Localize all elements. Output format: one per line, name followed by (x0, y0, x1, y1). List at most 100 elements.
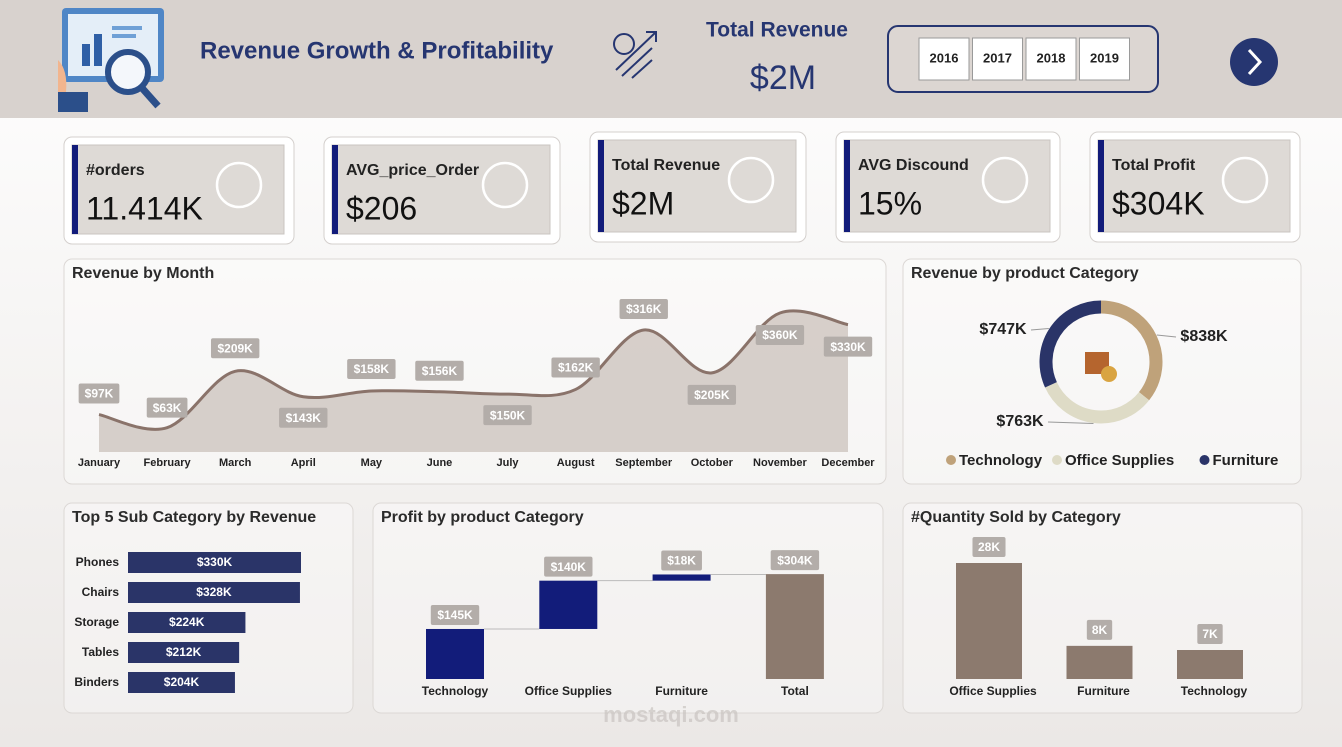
bar (652, 574, 711, 581)
data-label: $360K (762, 328, 798, 342)
data-label-box (687, 384, 737, 405)
data-label: $747K (979, 321, 1027, 338)
data-label: $140K (551, 560, 587, 574)
category-icon-badge (1101, 366, 1117, 382)
kpi-value: 15% (858, 185, 922, 221)
data-label: $763K (996, 413, 1044, 430)
bar (128, 642, 240, 663)
kpi-accent (332, 145, 338, 234)
bar (128, 552, 301, 573)
year-button-box[interactable] (972, 37, 1023, 81)
x-tick-label: November (753, 457, 808, 469)
legend-swatch (1052, 455, 1062, 465)
data-label: 8K (1092, 623, 1108, 637)
data-label-box (544, 556, 593, 577)
data-label-box (347, 358, 396, 379)
year-button-box[interactable] (1025, 37, 1077, 81)
watermark: mostaqi.com (603, 702, 739, 727)
kpi-value: $2M (612, 185, 674, 221)
x-tick-label: January (78, 457, 121, 469)
next-button[interactable] (1230, 38, 1278, 86)
data-label-box (1086, 619, 1113, 640)
legend-swatch (946, 455, 956, 465)
data-label-box (483, 405, 532, 426)
line (98, 309, 849, 431)
year-button[interactable]: 2019 (1079, 37, 1130, 81)
kpi-accent (844, 140, 850, 232)
x-tick-label: Technology (1181, 684, 1248, 698)
bar (1177, 650, 1243, 679)
kpi-inner (1097, 139, 1291, 233)
x-tick-label: June (427, 457, 453, 469)
data-label: $330K (830, 340, 866, 354)
x-tick-label: Office Supplies (949, 684, 1037, 698)
data-label: $328K (196, 585, 232, 599)
y-tick-label: Binders (74, 675, 119, 689)
data-label-box (770, 550, 820, 571)
x-tick-label: Furniture (1077, 684, 1130, 698)
data-label: $212K (166, 645, 202, 659)
year-button-label[interactable]: 2019 (1090, 50, 1119, 65)
data-label-box (415, 360, 464, 381)
kpi-accent (72, 145, 78, 234)
data-label: $316K (626, 302, 662, 316)
kpi-accent (598, 140, 604, 232)
year-button-label[interactable]: 2017 (983, 50, 1012, 65)
data-label-box (755, 325, 805, 345)
growth-icon (613, 31, 657, 79)
kpi-label: AVG_price_Order (346, 162, 479, 179)
data-label: $150K (490, 408, 526, 422)
data-label-box (78, 383, 120, 404)
kpi-icon (481, 161, 529, 209)
category-icon (1085, 352, 1109, 374)
bar (539, 580, 598, 629)
data-label: 28K (978, 540, 1000, 554)
legend-swatch (1199, 455, 1210, 465)
data-label: $18K (667, 554, 696, 568)
data-label: $63K (153, 401, 182, 415)
year-button[interactable]: 2018 (1025, 37, 1077, 81)
data-label: $156K (422, 364, 458, 378)
data-label-box (661, 550, 702, 571)
bar (128, 612, 246, 633)
kpi-icon (215, 161, 263, 209)
x-tick-label: May (361, 457, 383, 469)
chart-title: #Quantity Sold by Category (911, 509, 1121, 526)
y-tick-label: Storage (74, 615, 119, 629)
donut-segment (1045, 381, 1150, 424)
data-label-box (1197, 624, 1223, 644)
donut-segment (1100, 300, 1163, 401)
x-tick-label: March (219, 457, 252, 469)
kpi-label: #orders (86, 162, 145, 179)
kpi-inner (71, 144, 285, 235)
legend-label: Office Supplies (1065, 452, 1174, 469)
data-label: $304K (777, 553, 813, 567)
data-label: 7K (1202, 627, 1218, 641)
kpi-inner (843, 139, 1051, 233)
data-label: $143K (286, 411, 322, 425)
year-button[interactable]: 2017 (972, 37, 1023, 81)
data-label: $330K (197, 555, 233, 569)
year-button-box[interactable] (918, 37, 970, 81)
x-tick-label: Technology (422, 684, 489, 698)
leader-line (1047, 421, 1094, 425)
legend-label: Furniture (1213, 452, 1279, 469)
kpi-label: Total Profit (1112, 157, 1196, 174)
year-button-label[interactable]: 2016 (930, 50, 959, 65)
data-label-box (823, 336, 873, 357)
kpi-icon (727, 156, 775, 204)
x-tick-label: February (144, 457, 192, 469)
data-label-box (551, 357, 600, 378)
kpi-value: $304K (1112, 185, 1205, 221)
leader-line (1156, 334, 1177, 338)
year-button-label[interactable]: 2018 (1037, 50, 1066, 65)
bar (1066, 645, 1133, 679)
data-label: $205K (694, 388, 730, 402)
data-label: $209K (217, 341, 253, 355)
kpi-icon (1221, 156, 1269, 204)
y-tick-label: Chairs (82, 585, 120, 599)
x-tick-label: April (291, 457, 316, 469)
year-button-box[interactable] (1079, 37, 1130, 81)
data-label: $204K (164, 675, 200, 689)
year-button[interactable]: 2016 (918, 37, 970, 81)
